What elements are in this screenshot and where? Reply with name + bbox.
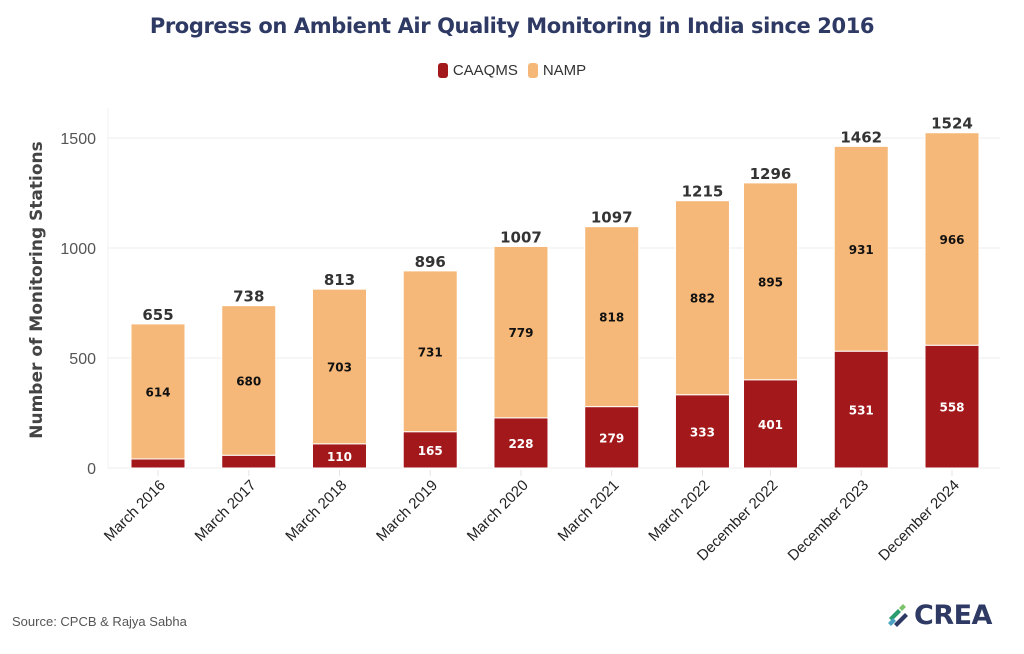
data-label-total: 655 (142, 306, 173, 324)
x-tick-label: March 2016 (101, 477, 169, 545)
source-note: Source: CPCB & Rajya Sabha (12, 614, 187, 629)
bar-caaqms (402, 431, 458, 469)
data-label-namp: 779 (508, 326, 533, 340)
y-tick-label: 1500 (60, 131, 96, 148)
x-tick-label: December 2024 (875, 477, 962, 564)
crea-logo: CREA (886, 600, 992, 631)
bar-caaqms (130, 458, 186, 469)
data-label-caaqms: 279 (599, 431, 624, 445)
data-label-total: 896 (415, 253, 446, 271)
legend-label-caaqms: CAAQMS (452, 62, 518, 79)
legend-swatch-namp (527, 63, 538, 78)
data-label-total: 1215 (682, 183, 724, 201)
y-tick-label: 0 (87, 461, 96, 478)
bar-namp (674, 200, 730, 396)
bar-caaqms (221, 454, 277, 469)
data-label-caaqms: 333 (690, 425, 715, 439)
data-label-namp: 703 (327, 360, 352, 374)
data-label-caaqms: 558 (939, 401, 964, 415)
data-label-namp: 966 (939, 233, 964, 247)
x-tick-label: March 2018 (282, 477, 350, 545)
bar-caaqms (584, 406, 640, 469)
data-label-namp: 731 (418, 345, 443, 359)
bar-caaqms (743, 379, 799, 469)
x-tick-label: March 2021 (555, 477, 623, 545)
data-label-caaqms: 401 (758, 418, 783, 432)
chart-title: Progress on Ambient Air Quality Monitori… (149, 14, 875, 38)
crea-logo-icon (888, 603, 908, 627)
bar-namp (221, 305, 277, 456)
bar-namp (493, 245, 549, 419)
data-label-total: 1462 (840, 128, 882, 146)
data-label-caaqms: 531 (849, 404, 874, 418)
data-label-namp: 882 (690, 292, 715, 306)
logo-text: CREA (914, 600, 992, 631)
bar-namp (743, 182, 799, 381)
legend: CAAQMS NAMP (0, 62, 1024, 79)
x-tick-label: March 2019 (373, 477, 441, 545)
data-label-total: 738 (233, 288, 264, 306)
legend-label-namp: NAMP (542, 62, 587, 79)
bar-caaqms (311, 443, 367, 469)
data-label-total: 1524 (931, 115, 973, 133)
bar-namp (924, 132, 980, 346)
data-label-namp: 895 (758, 275, 783, 289)
bar-namp (311, 288, 367, 445)
data-label-namp: 818 (599, 311, 624, 325)
data-label-namp: 931 (849, 243, 874, 257)
x-tick-label: March 2022 (645, 477, 713, 545)
x-tick-label: March 2020 (464, 477, 532, 545)
data-label-namp: 614 (145, 385, 170, 399)
bar-namp (130, 323, 186, 460)
x-tick-label: December 2023 (785, 477, 872, 564)
data-label-caaqms: 228 (508, 437, 533, 451)
data-label-caaqms: 165 (418, 444, 443, 458)
legend-item-caaqms[interactable]: CAAQMS (437, 62, 518, 79)
data-label-total: 1097 (591, 209, 633, 227)
y-tick-label: 500 (69, 351, 96, 368)
data-label-total: 1296 (750, 165, 792, 183)
data-label-caaqms: 110 (327, 450, 352, 464)
legend-swatch-caaqms (437, 63, 448, 78)
bar-namp (584, 226, 640, 408)
bar-namp (402, 270, 458, 433)
y-axis-label: Number of Monitoring Stations (27, 141, 47, 438)
legend-item-namp[interactable]: NAMP (527, 62, 587, 79)
bar-namp (833, 145, 889, 352)
bar-caaqms (674, 394, 730, 469)
x-tick-label: March 2017 (192, 477, 260, 545)
y-tick-label: 1000 (60, 241, 96, 258)
data-label-total: 1007 (500, 228, 542, 246)
data-label-total: 813 (324, 271, 355, 289)
bar-caaqms (924, 344, 980, 469)
data-label-namp: 680 (236, 374, 261, 388)
